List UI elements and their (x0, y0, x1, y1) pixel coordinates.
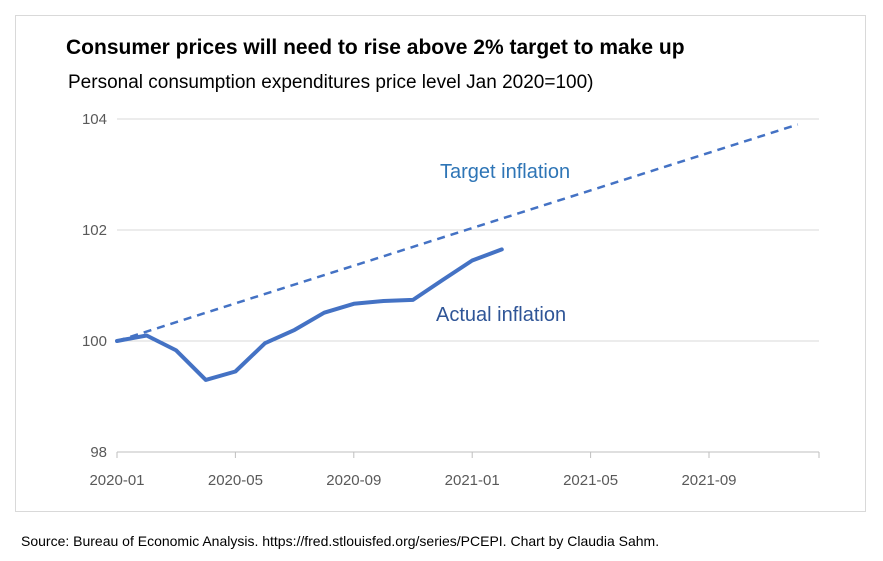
source-note: Source: Bureau of Economic Analysis. htt… (21, 533, 660, 549)
y-tick-label: 100 (82, 333, 107, 350)
x-tick-label: 2020-05 (208, 472, 263, 489)
y-tick-label: 104 (82, 111, 107, 128)
x-tick-label: 2021-01 (445, 472, 500, 489)
chart-title: Consumer prices will need to rise above … (66, 36, 685, 59)
target-inflation-label: Target inflation (440, 161, 570, 183)
x-tick-label: 2021-05 (563, 472, 618, 489)
y-tick-label: 98 (90, 444, 107, 461)
actual-inflation-line (115, 247, 504, 382)
target-inflation-line (116, 123, 799, 343)
actual-inflation-label: Actual inflation (436, 304, 566, 326)
chart-frame (15, 15, 866, 512)
y-tick-label: 102 (82, 222, 107, 239)
x-tick-label: 2020-09 (326, 472, 381, 489)
chart-subtitle: Personal consumption expenditures price … (68, 72, 594, 93)
x-tick-label: 2020-01 (89, 472, 144, 489)
x-tick-label: 2021-09 (681, 472, 736, 489)
